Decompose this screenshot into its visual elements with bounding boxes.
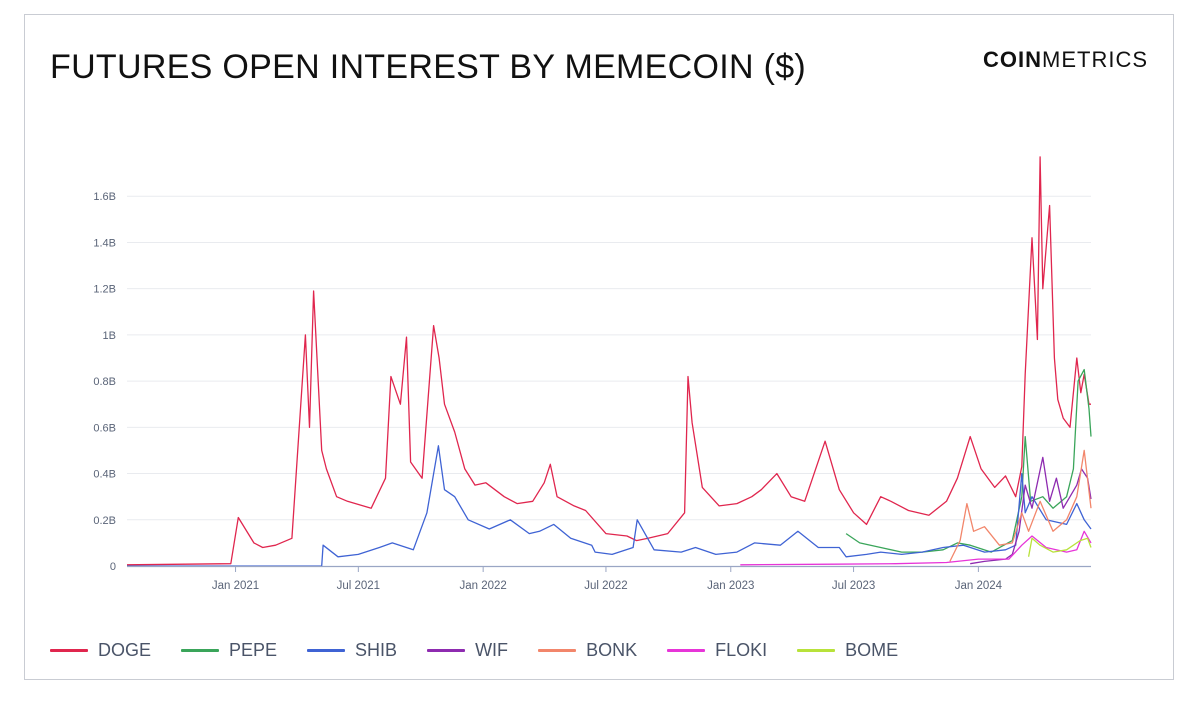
- series-line-shib: [127, 445, 1092, 567]
- chart-title: FUTURES OPEN INTEREST BY MEMECOIN ($): [50, 48, 807, 86]
- legend-item-floki[interactable]: FLOKI: [667, 640, 767, 661]
- x-tick-label: Jan 2023: [707, 580, 754, 592]
- series-line-wif: [970, 456, 1092, 565]
- legend-label-bonk: BONK: [586, 640, 638, 660]
- brand-logo: COINMETRICS: [983, 47, 1148, 73]
- y-tick-label: 0: [110, 561, 116, 573]
- x-tick-label: Jul 2023: [832, 580, 875, 592]
- legend-swatch-floki: [667, 649, 706, 652]
- series-line-doge: [126, 156, 1091, 566]
- y-tick-label: 0.2B: [93, 515, 116, 527]
- y-tick-label: 0.4B: [93, 469, 116, 481]
- legend-label-wif: WIF: [475, 640, 509, 660]
- brand-logo-bold: COIN: [983, 47, 1042, 72]
- legend-label-pepe: PEPE: [229, 640, 278, 660]
- legend-swatch-bome: [797, 649, 836, 652]
- legend-label-shib: SHIB: [355, 640, 398, 660]
- legend-swatch-bonk: [538, 649, 577, 652]
- x-tick-label: Jan 2024: [955, 580, 1003, 592]
- y-tick-label: 0.6B: [93, 422, 116, 434]
- series-line-floki: [740, 530, 1092, 566]
- y-tick-label: 0.8B: [93, 376, 116, 388]
- chart-legend: DOGE PEPE SHIB WIF BONK FLOKI BOME: [50, 640, 928, 661]
- y-tick-label: 1B: [103, 330, 116, 342]
- legend-label-bome: BOME: [845, 640, 899, 660]
- legend-swatch-pepe: [181, 649, 220, 652]
- y-tick-label: 1.2B: [93, 284, 116, 296]
- legend-swatch-doge: [50, 649, 88, 652]
- legend-item-pepe[interactable]: PEPE: [181, 640, 277, 661]
- chart-frame: [24, 14, 1174, 680]
- legend-label-doge: DOGE: [98, 640, 152, 660]
- legend-item-bome[interactable]: BOME: [797, 640, 898, 661]
- series-line-pepe: [845, 368, 1092, 553]
- legend-item-wif[interactable]: WIF: [427, 640, 508, 661]
- legend-swatch-wif: [427, 649, 466, 652]
- legend-swatch-shib: [307, 649, 346, 652]
- brand-logo-light: METRICS: [1042, 47, 1148, 72]
- x-tick-label: Jul 2022: [584, 580, 627, 592]
- series-line-bonk: [949, 449, 1092, 562]
- y-tick-label: 1.6B: [93, 191, 116, 203]
- legend-item-doge[interactable]: DOGE: [50, 640, 151, 661]
- legend-item-bonk[interactable]: BONK: [538, 640, 637, 661]
- x-tick-label: Jul 2021: [337, 580, 380, 592]
- y-tick-label: 1.4B: [93, 237, 116, 249]
- x-tick-label: Jan 2022: [459, 580, 506, 592]
- x-tick-label: Jan 2021: [212, 580, 259, 592]
- series-line-bome: [1027, 537, 1092, 557]
- legend-label-floki: FLOKI: [715, 640, 768, 660]
- legend-item-shib[interactable]: SHIB: [307, 640, 397, 661]
